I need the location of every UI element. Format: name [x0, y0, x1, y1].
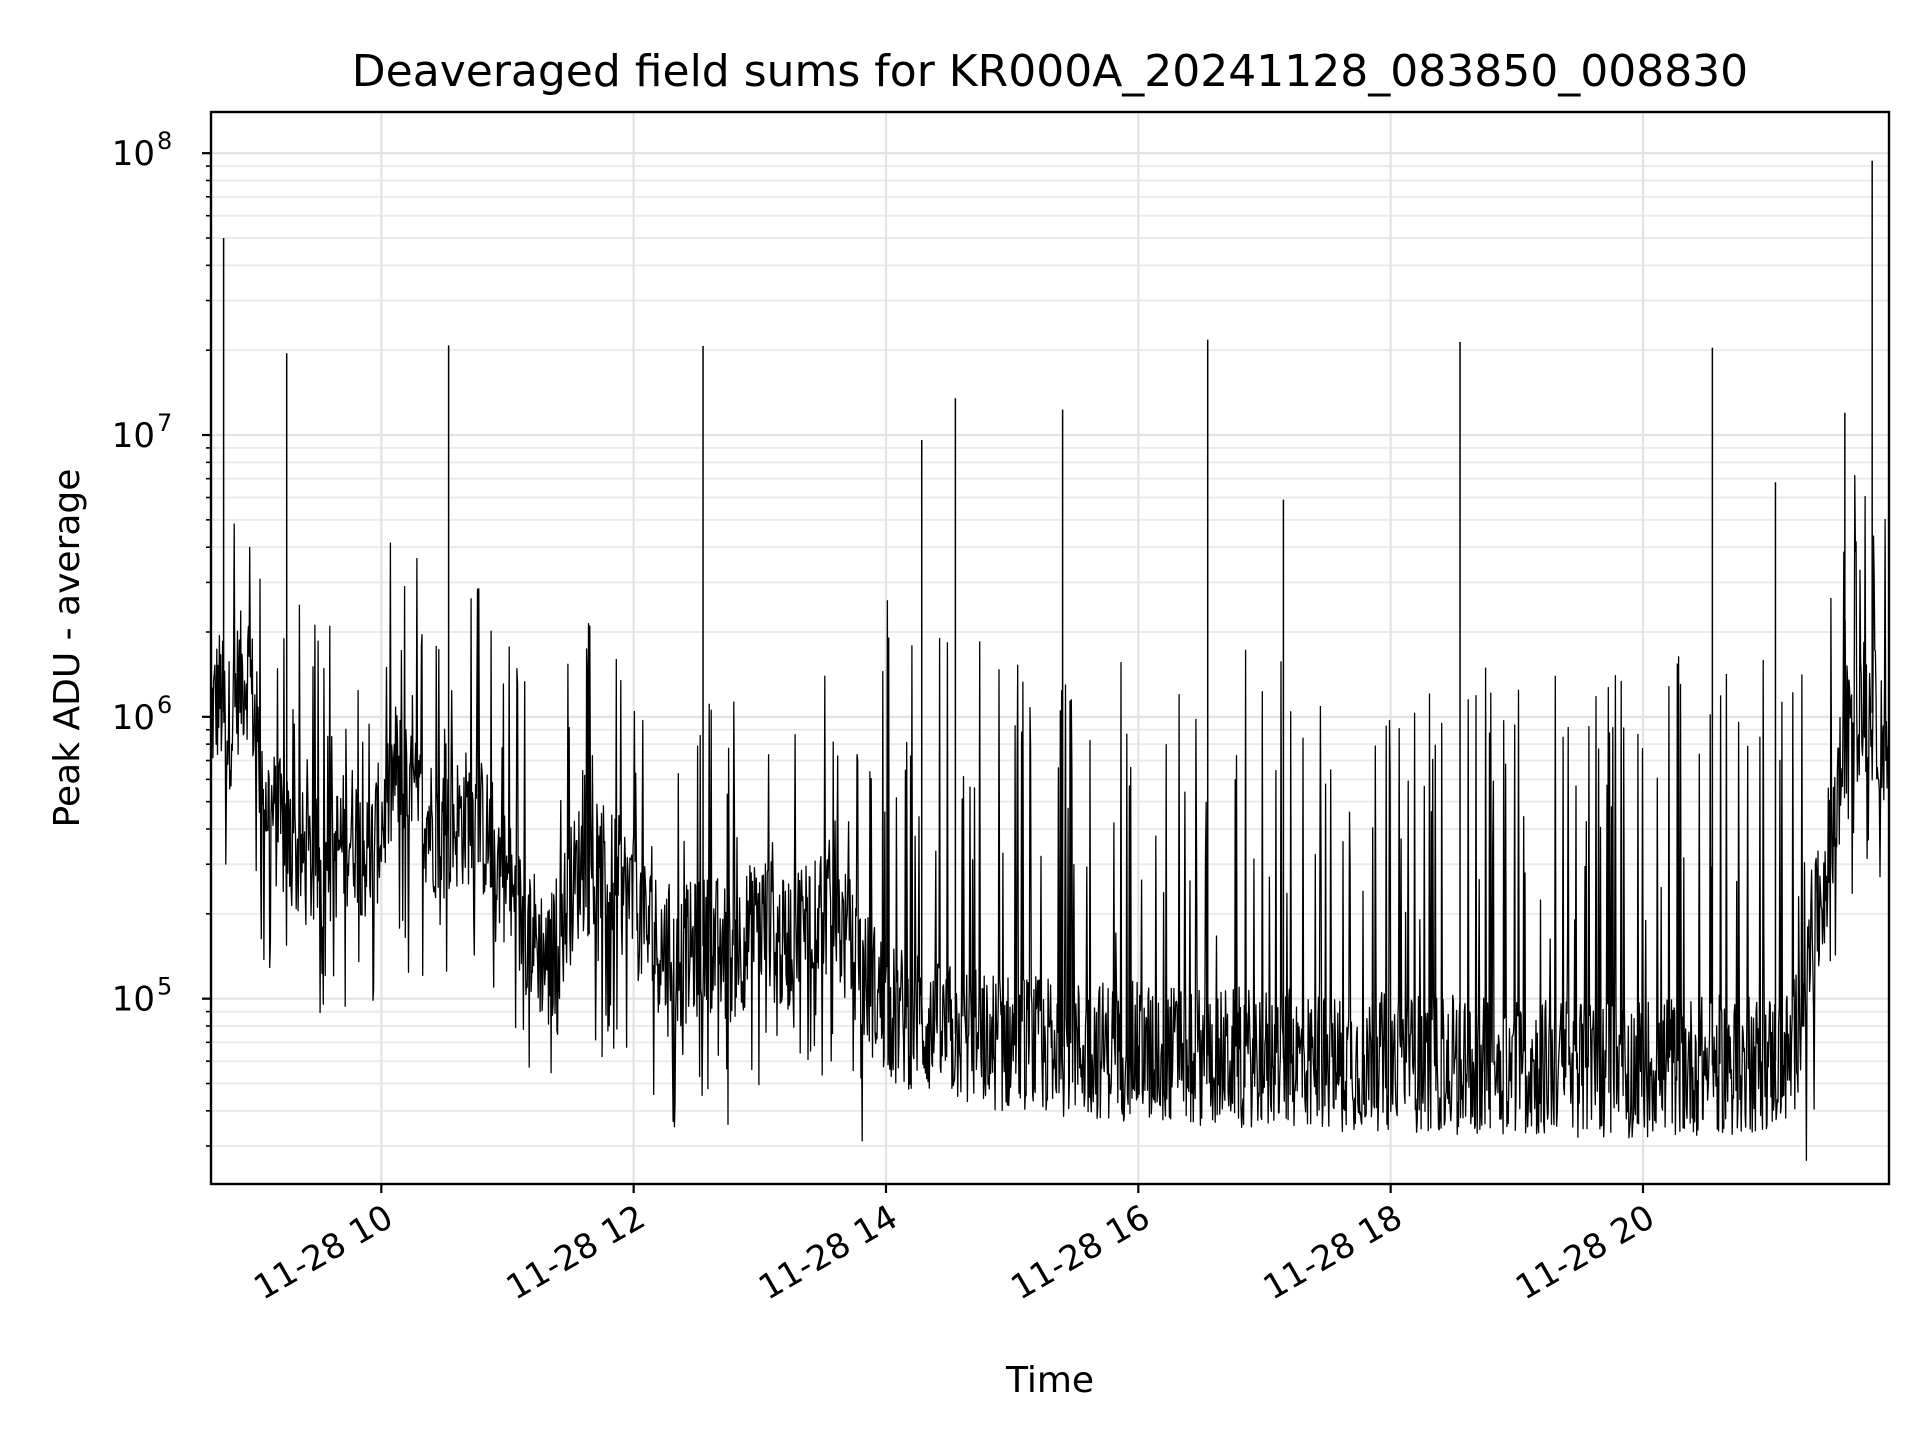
x-tick-label: 11-28 16	[1004, 1197, 1156, 1308]
x-tick-label: 11-28 18	[1257, 1197, 1409, 1308]
x-tick-label: 11-28 10	[247, 1197, 399, 1308]
y-tick-label-exponent: 7	[157, 409, 172, 437]
y-tick-label-exponent: 8	[157, 127, 172, 155]
y-tick-label: 10	[112, 134, 155, 174]
y-tick-label: 10	[112, 698, 155, 738]
chart-title: Deaveraged field sums for KR000A_2024112…	[352, 46, 1748, 97]
y-tick-label: 10	[112, 980, 155, 1020]
x-tick-label: 11-28 20	[1509, 1197, 1661, 1308]
x-axis-label: Time	[1005, 1360, 1094, 1401]
x-tick-label: 11-28 12	[500, 1197, 652, 1308]
series-line	[211, 474, 1889, 1161]
y-tick-label: 10	[112, 416, 155, 456]
y-tick-label-exponent: 5	[157, 973, 172, 1001]
plot-frame	[209, 110, 1891, 1186]
y-tick-label-exponent: 6	[157, 691, 172, 719]
y-axis-label: Peak ADU - average	[47, 469, 88, 828]
x-tick-label: 11-28 14	[752, 1197, 904, 1308]
plot-layer	[211, 160, 1889, 1161]
